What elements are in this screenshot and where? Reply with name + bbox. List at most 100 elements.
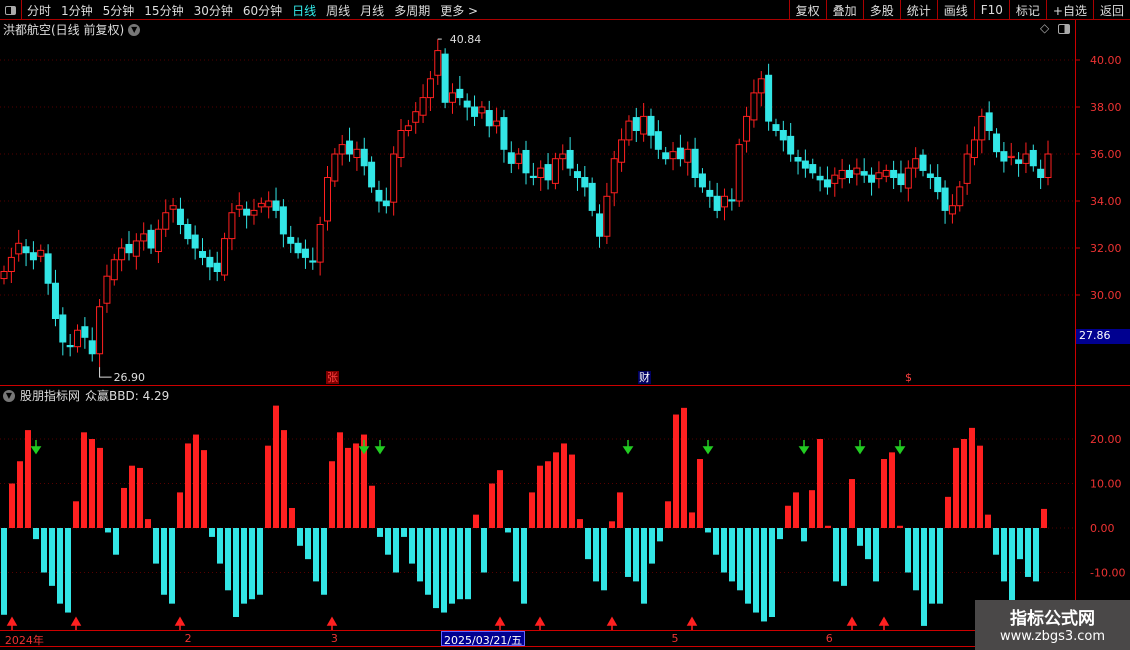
- candle-body: [522, 149, 530, 174]
- candle-body: [853, 167, 861, 175]
- event-marker[interactable]: $: [902, 371, 915, 384]
- candle-body: [662, 152, 670, 160]
- bbd-bar: [465, 528, 471, 600]
- toolbar-button[interactable]: 复权: [788, 0, 826, 20]
- candle-body: [765, 74, 773, 122]
- candle-body: [1000, 151, 1008, 162]
- period-tab[interactable]: 15分钟: [144, 3, 184, 18]
- bbd-bar: [737, 528, 743, 591]
- period-tab[interactable]: 日线: [292, 3, 317, 18]
- period-tab[interactable]: 多周期: [394, 3, 431, 18]
- bbd-bar: [449, 528, 455, 604]
- candle-body: [346, 140, 354, 155]
- candle-body: [243, 208, 251, 216]
- bbd-bar: [673, 414, 679, 528]
- bbd-bar: [633, 528, 639, 582]
- bbd-bar: [537, 465, 543, 528]
- period-tab[interactable]: 更多 >: [440, 3, 479, 18]
- candle-body: [235, 205, 243, 210]
- bbd-bar: [97, 447, 103, 528]
- candle-body: [838, 169, 846, 180]
- candle-body: [956, 186, 964, 207]
- bbd-bar: [1033, 528, 1039, 582]
- candle-body: [294, 242, 302, 254]
- bbd-bar: [305, 528, 311, 560]
- candle-body: [390, 153, 398, 203]
- sell-arrow-icon: [358, 440, 370, 455]
- candle-body: [441, 53, 449, 103]
- period-tab[interactable]: 1分钟: [61, 3, 93, 18]
- period-tab[interactable]: 60分钟: [242, 3, 283, 18]
- candle-body: [88, 340, 96, 355]
- candle-body: [779, 130, 787, 141]
- panel-toggle-icon[interactable]: [1058, 24, 1070, 34]
- period-tab[interactable]: 月线: [360, 3, 385, 18]
- panel-toggle-icon[interactable]: [0, 0, 22, 20]
- candle-body: [926, 173, 934, 179]
- sell-arrow-icon: [894, 440, 906, 455]
- chevron-down-icon[interactable]: ▼: [128, 23, 141, 36]
- candle-body: [257, 202, 265, 208]
- candle-body: [897, 173, 905, 186]
- chevron-down-icon[interactable]: ▼: [3, 389, 15, 402]
- bbd-bar: [665, 501, 671, 528]
- indicator-tick-label: 0.00: [1090, 522, 1115, 535]
- bbd-bar: [425, 528, 431, 595]
- bbd-bar: [321, 528, 327, 595]
- buy-arrow-icon: [174, 616, 186, 630]
- toolbar-button[interactable]: 返回: [1092, 0, 1130, 20]
- bbd-bar: [817, 439, 823, 528]
- bbd-bar: [417, 528, 423, 582]
- bbd-bar: [913, 528, 919, 591]
- candle-body: [573, 171, 581, 178]
- candle-body: [103, 275, 111, 304]
- toolbar-button[interactable]: F10: [973, 0, 1009, 20]
- diamond-icon[interactable]: ◇: [1040, 21, 1050, 35]
- candle-body: [559, 153, 567, 160]
- bbd-bar: [681, 407, 687, 528]
- period-tab[interactable]: 周线: [326, 3, 351, 18]
- buy-arrow-icon: [686, 616, 698, 630]
- bbd-bar: [441, 528, 447, 613]
- toolbar-button[interactable]: +自选: [1045, 0, 1093, 20]
- bbd-bar: [17, 461, 23, 528]
- candle-body: [169, 205, 177, 210]
- bbd-bar: [361, 434, 367, 528]
- period-tab[interactable]: 5分钟: [102, 3, 135, 18]
- bbd-bar: [81, 432, 87, 528]
- bbd-bar: [601, 528, 607, 591]
- bbd-bar: [353, 443, 359, 528]
- bbd-bar: [217, 528, 223, 564]
- price-tick-label: 32.00: [1090, 242, 1122, 255]
- candle-body: [993, 133, 1001, 153]
- bbd-bar: [793, 492, 799, 528]
- bbd-bar: [73, 501, 79, 528]
- bbd-bar: [809, 490, 815, 528]
- candle-body: [875, 172, 883, 180]
- toolbar-button[interactable]: 叠加: [825, 0, 863, 20]
- event-marker[interactable]: 财: [638, 371, 651, 384]
- period-tab[interactable]: 分时: [27, 3, 52, 18]
- toolbar-button[interactable]: 画线: [936, 0, 974, 20]
- period-tab[interactable]: 30分钟: [193, 3, 233, 18]
- candle-body: [757, 78, 765, 94]
- candle-body: [963, 153, 971, 184]
- candle-body: [37, 249, 45, 257]
- toolbar-button[interactable]: 标记: [1008, 0, 1046, 20]
- candle-body: [279, 206, 287, 235]
- bbd-bar: [41, 528, 47, 573]
- crosshair-date: 2025/03/21/五: [441, 631, 526, 647]
- bbd-bar: [265, 445, 271, 528]
- buy-arrow-icon: [326, 616, 338, 630]
- candle-body: [250, 209, 258, 216]
- toolbar-button[interactable]: 多股: [862, 0, 900, 20]
- bbd-bar: [49, 528, 55, 586]
- bbd-bar: [897, 525, 903, 528]
- bbd-bar: [33, 528, 39, 540]
- bbd-bar: [649, 528, 655, 564]
- candle-body: [912, 158, 920, 169]
- toolbar-button[interactable]: 统计: [899, 0, 937, 20]
- bbd-bar: [785, 505, 791, 528]
- event-marker[interactable]: 张: [326, 371, 339, 384]
